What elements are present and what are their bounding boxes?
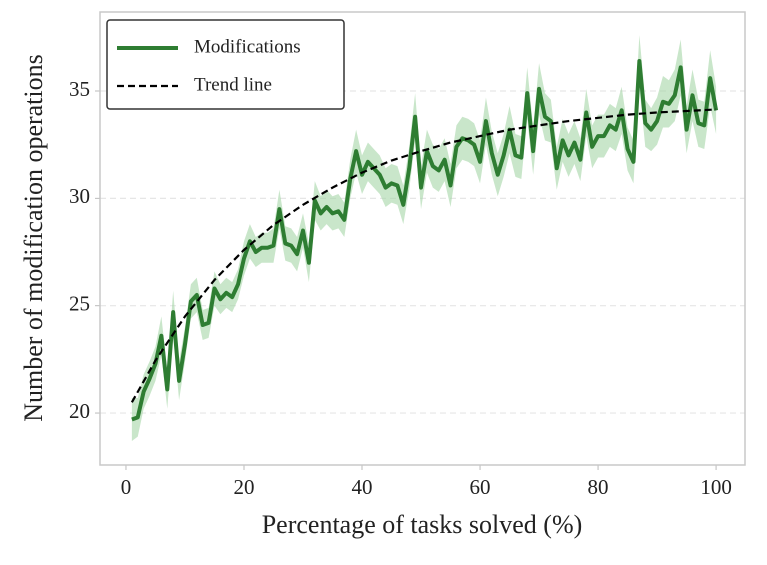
x-tick-label: 80	[588, 475, 609, 499]
data-line	[131, 58, 719, 422]
x-tick-label: 20	[233, 475, 254, 499]
trend-line	[130, 108, 717, 403]
x-tick-label: 100	[700, 475, 732, 499]
legend-box	[106, 19, 345, 110]
y-tick-label: 25	[69, 292, 90, 316]
plot-frame	[99, 11, 746, 466]
legend-label: Trend line	[194, 74, 272, 95]
y-axis-label: Number of modification operations	[19, 54, 48, 422]
y-tick-label: 20	[69, 399, 90, 423]
x-axis-label: Percentage of tasks solved (%)	[262, 510, 583, 539]
x-tick-label: 40	[352, 475, 373, 499]
y-tick-label: 30	[69, 184, 90, 208]
x-tick-label: 60	[470, 475, 491, 499]
confidence-band	[131, 35, 717, 441]
legend-label: Modifications	[194, 36, 301, 57]
x-tick-label: 0	[121, 475, 132, 499]
y-tick-label: 35	[69, 77, 90, 101]
